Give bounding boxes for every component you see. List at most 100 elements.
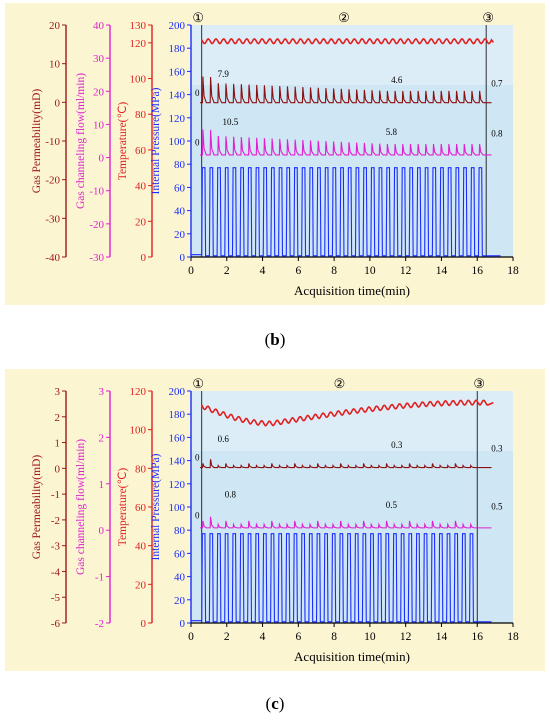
y-tick-label-2-3: 80 [135, 109, 147, 121]
y-tick-label-2-1: 120 [130, 38, 147, 50]
y-axis-label-2: Temperature(℃) [117, 102, 129, 181]
x-axis-label: Acquisition time(min) [294, 649, 410, 664]
y-tick-label-3-9: 20 [174, 229, 186, 241]
x-tick-label-0: 0 [188, 265, 194, 277]
x-tick-label-6: 12 [400, 265, 412, 277]
series-line-pressure [191, 533, 492, 623]
y-tick-label-0-1: 10 [49, 59, 61, 71]
y-tick-label-2-6: 0 [141, 618, 147, 630]
y-tick-label-0-8: -5 [51, 592, 61, 604]
y-tick-label-0-6: -40 [45, 252, 60, 264]
series-line-permeability [199, 76, 492, 104]
y-tick-label-1-0: 3 [99, 386, 105, 398]
x-tick-label-5: 10 [364, 631, 376, 643]
y-tick-label-2-2: 100 [130, 74, 147, 86]
y-tick-label-3-2: 160 [169, 66, 186, 78]
y-tick-label-3-0: 200 [169, 386, 186, 398]
y-tick-label-3-6: 80 [174, 525, 186, 537]
y-tick-label-0-7: -4 [51, 566, 61, 578]
caption-b: (b) [264, 330, 286, 349]
y-tick-label-2-2: 80 [135, 463, 147, 475]
x-tick-label-0: 0 [188, 631, 194, 643]
y-tick-label-3-1: 180 [169, 409, 186, 421]
x-tick-label-9: 18 [507, 265, 519, 277]
y-tick-label-3-8: 40 [174, 206, 186, 218]
y-tick-label-1-2: 20 [93, 86, 105, 98]
stage-label-3: ③ [482, 10, 494, 25]
y-axis-label-0: Gas Permeability(mD) [31, 89, 43, 194]
annotation-perm-mid: 0.3 [391, 440, 403, 450]
caption-c: (c) [265, 694, 285, 713]
x-tick-label-6: 12 [400, 631, 412, 643]
y-tick-label-3-5: 100 [169, 136, 186, 148]
annotation-perm-start: 0 [195, 88, 200, 98]
series-line-temperature [201, 37, 494, 45]
y-axis-label-0: Gas Permeability(mD) [31, 455, 43, 560]
series-line-pressure [191, 167, 501, 257]
annotation-flow-mid: 0.5 [386, 500, 398, 510]
annotation-perm-end: 0.3 [491, 443, 503, 453]
annotation-flow-peak: 10.5 [222, 117, 238, 127]
series-line-temperature [200, 399, 494, 427]
x-tick-label-1: 2 [224, 631, 230, 643]
y-tick-label-3-8: 40 [174, 572, 186, 584]
y-tick-label-1-3: 0 [99, 525, 105, 537]
annotation-perm-end: 0.7 [491, 78, 503, 88]
stage-label-2: ② [338, 10, 350, 25]
y-tick-label-1-0: 40 [93, 20, 105, 32]
y-tick-label-2-1: 100 [130, 425, 147, 437]
y-tick-label-2-5: 40 [135, 181, 147, 193]
annotation-flow-start: 0 [195, 511, 200, 521]
y-tick-label-0-2: 1 [55, 438, 61, 450]
y-tick-label-3-6: 80 [174, 159, 186, 171]
figure-panel-b: 20 10 0 -10 -20 -30 -40 Gas Permeability(mD) 40 3… [5, 3, 545, 349]
y-tick-label-0-3: -10 [45, 136, 60, 148]
series-line-flow [199, 516, 492, 529]
y-tick-label-1-6: -20 [89, 219, 104, 231]
y-tick-label-0-3: 0 [55, 463, 61, 475]
y-tick-label-2-0: 120 [130, 386, 147, 398]
x-tick-label-8: 16 [471, 631, 483, 643]
y-tick-label-3-1: 180 [169, 43, 186, 55]
y-tick-label-2-5: 20 [135, 579, 147, 591]
y-tick-label-1-2: 1 [99, 479, 105, 491]
annotation-flow-mid: 5.8 [386, 127, 398, 137]
y-axis-label-1: Gas channeling flow(ml/min) [75, 73, 87, 209]
y-tick-label-0-0: 3 [55, 386, 61, 398]
y-tick-label-3-7: 60 [174, 548, 186, 560]
y-tick-label-2-4: 60 [135, 145, 147, 157]
y-tick-label-2-0: 130 [130, 20, 147, 32]
annotation-perm-peak: 0.6 [218, 434, 230, 444]
y-axis-label-3: Internal Pressure(MPa) [150, 87, 162, 194]
y-tick-label-3-0: 200 [169, 20, 186, 32]
stage-label-2: ② [334, 376, 346, 391]
y-tick-label-0-5: -30 [45, 213, 60, 225]
x-tick-label-7: 14 [436, 265, 448, 277]
y-tick-label-3-5: 100 [169, 502, 186, 514]
y-tick-label-2-7: 0 [141, 252, 147, 264]
x-tick-label-5: 10 [364, 265, 376, 277]
y-tick-label-3-7: 60 [174, 182, 186, 194]
y-tick-label-3-2: 160 [169, 432, 186, 444]
y-tick-label-3-3: 140 [169, 456, 186, 468]
y-tick-label-3-4: 120 [169, 113, 186, 125]
y-tick-label-2-3: 60 [135, 502, 147, 514]
stage-label-1: ① [192, 10, 204, 25]
x-tick-label-4: 8 [331, 631, 337, 643]
annotation-flow-peak: 0.8 [225, 490, 237, 500]
x-tick-label-2: 4 [260, 631, 266, 643]
y-tick-label-1-5: -2 [95, 618, 104, 630]
y-tick-label-0-6: -3 [51, 541, 61, 553]
y-tick-label-1-5: -10 [89, 186, 104, 198]
y-tick-label-1-4: -1 [95, 572, 104, 584]
y-tick-label-0-4: -20 [45, 175, 60, 187]
y-tick-label-3-4: 120 [169, 479, 186, 491]
annotation-perm-start: 0 [195, 453, 200, 463]
x-tick-label-3: 6 [295, 631, 301, 643]
y-tick-label-2-4: 40 [135, 541, 147, 553]
y-tick-label-0-9: -6 [51, 618, 61, 630]
annotation-perm-peak: 7.9 [218, 69, 230, 79]
stage-label-1: ① [192, 376, 204, 391]
series-line-flow [199, 129, 492, 156]
x-tick-label-4: 8 [331, 265, 337, 277]
